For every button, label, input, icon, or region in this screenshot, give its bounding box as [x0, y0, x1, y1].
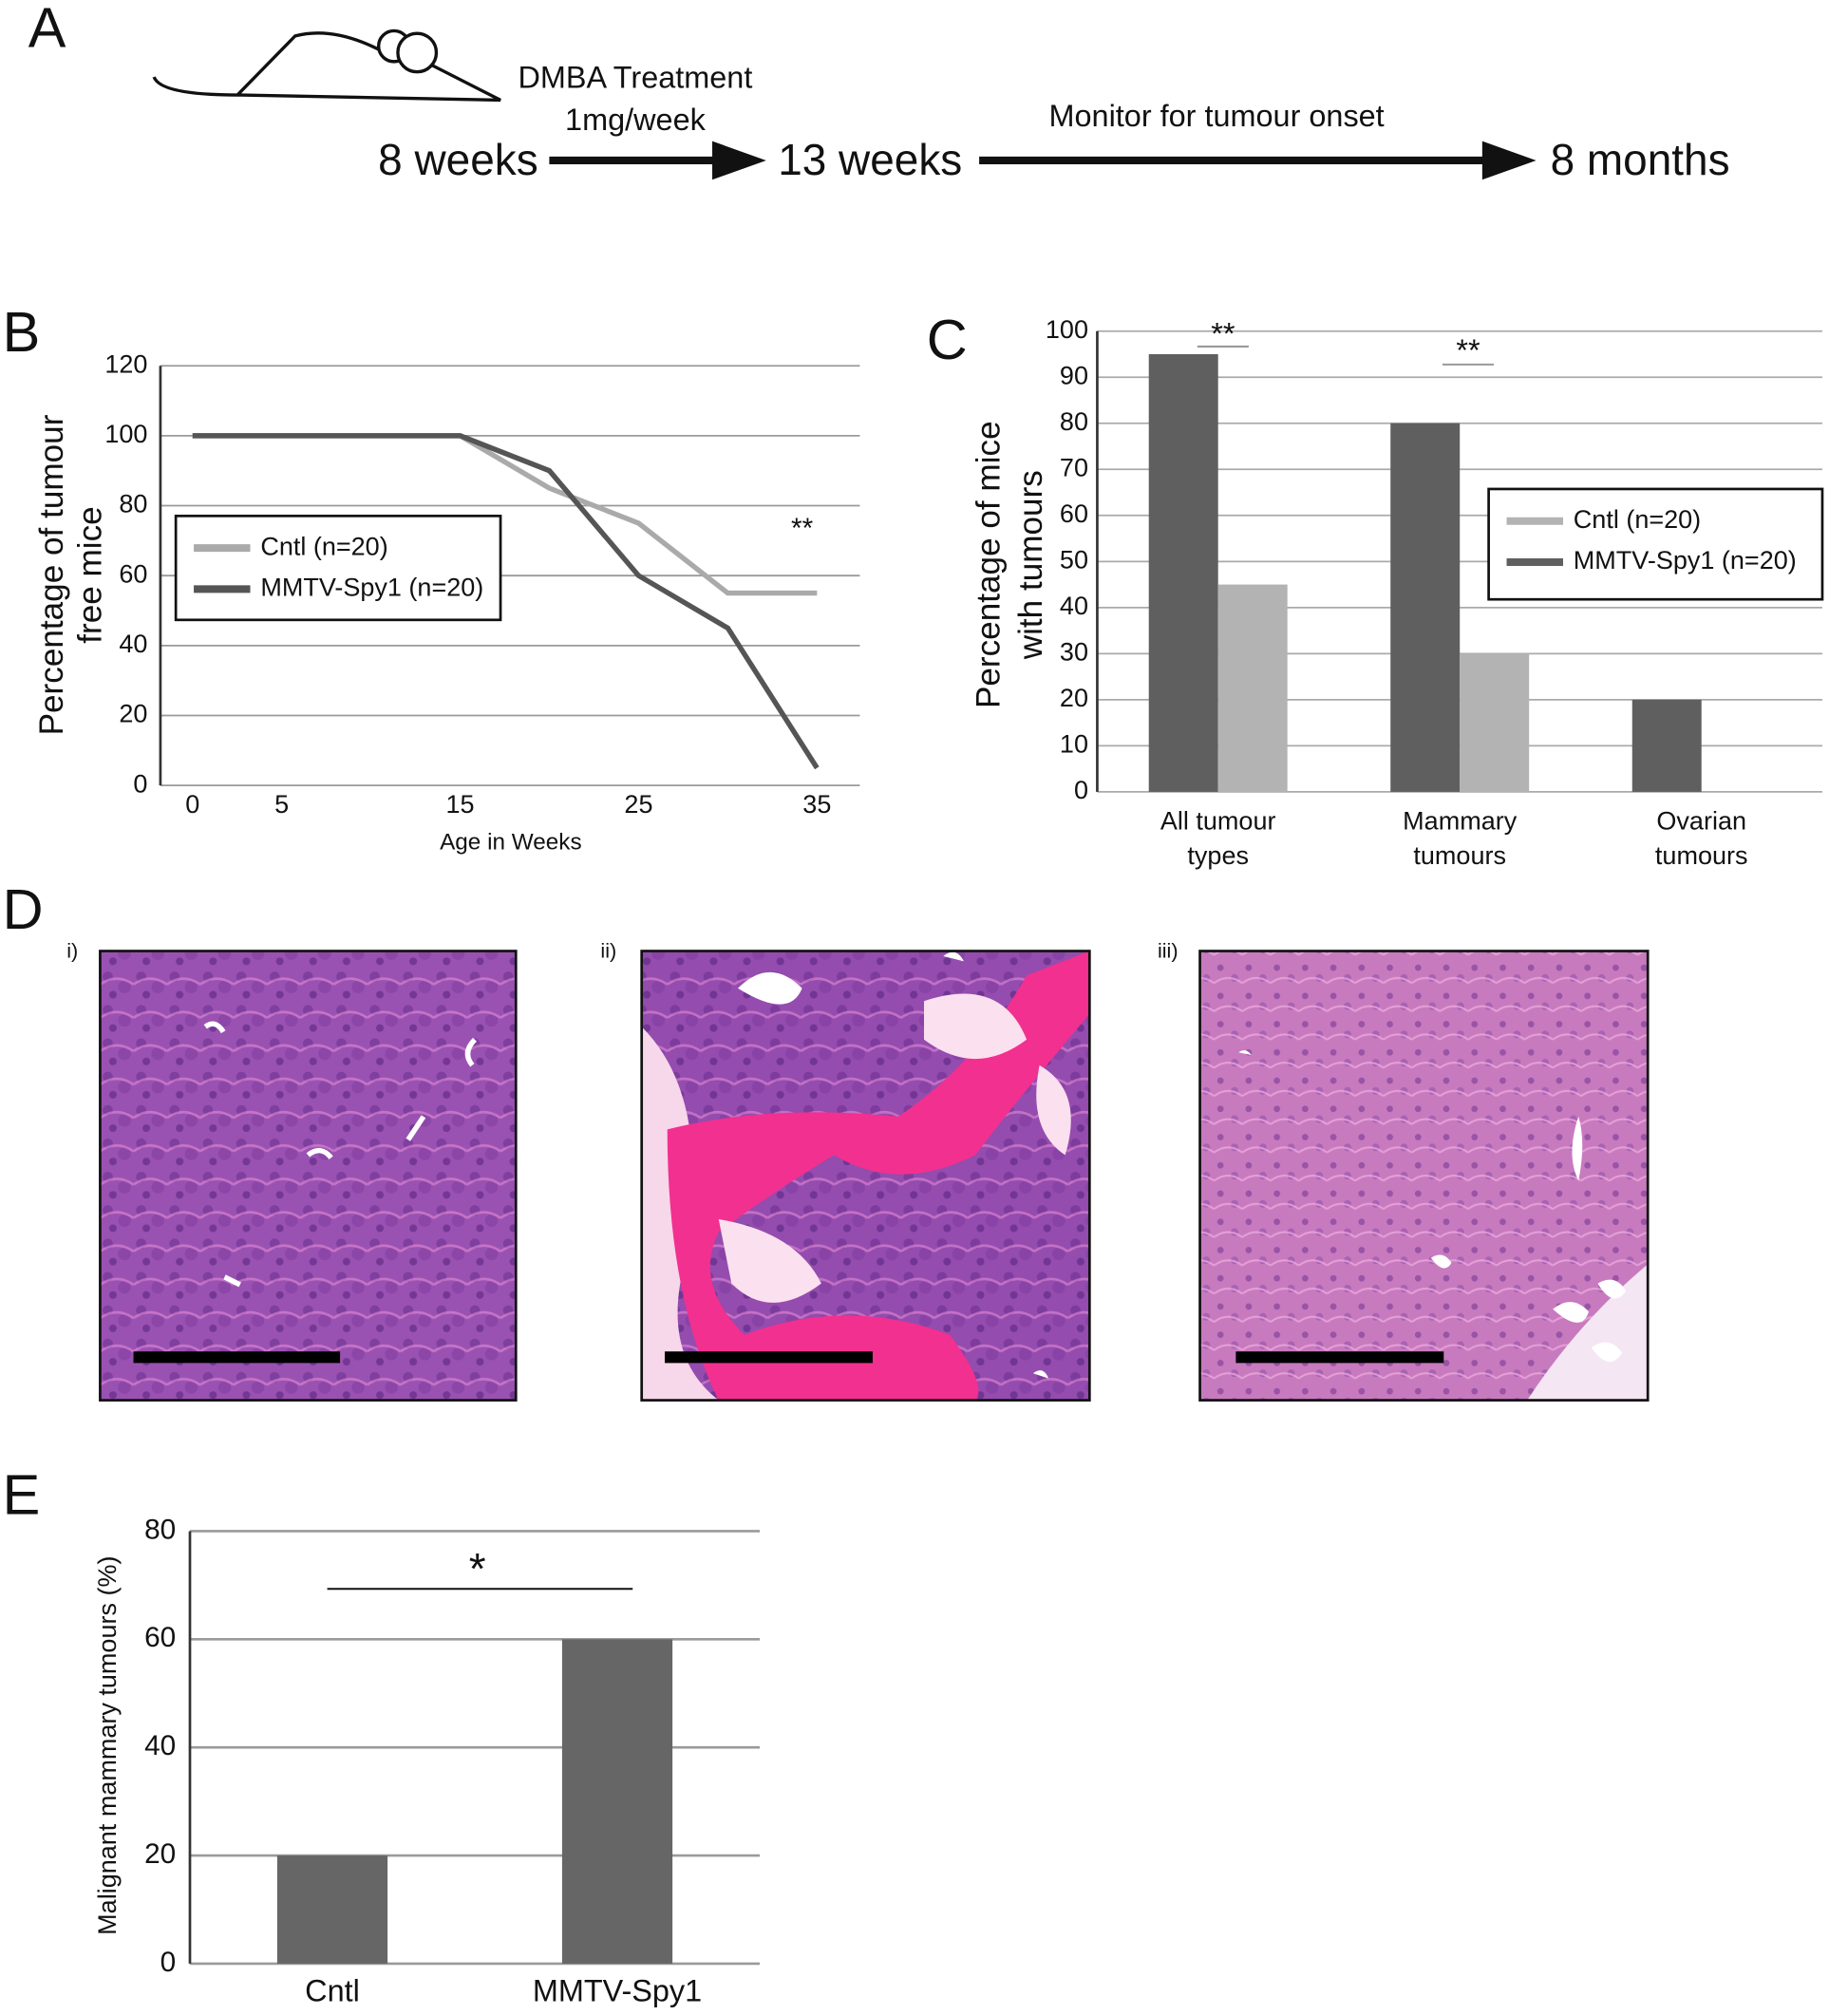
y-tick-label: 40 — [1060, 592, 1088, 620]
y-tick-label: 80 — [119, 490, 147, 518]
data-line — [192, 433, 820, 770]
legend-label: Cntl (n=20) — [260, 532, 387, 560]
timeline-text: 8 months — [1551, 135, 1730, 184]
mouse-icon — [152, 28, 501, 103]
x-tick-label: MMTV-Spy1 — [533, 1974, 702, 2008]
timeline-arrow — [549, 141, 1537, 180]
annotation: ** — [1211, 317, 1235, 351]
image-label: ii) — [600, 939, 616, 963]
y-tick-label: 100 — [1046, 315, 1088, 344]
x-tick-label: Mammary — [1403, 807, 1518, 836]
panel-label: C — [927, 308, 968, 371]
bar — [1390, 423, 1461, 792]
panel-label: E — [3, 1462, 41, 1526]
timeline-text: DMBA Treatment — [519, 60, 753, 94]
y-tick-label: 60 — [119, 559, 147, 588]
panel-label: B — [3, 300, 41, 364]
bar — [1460, 653, 1530, 792]
panel-label: D — [3, 877, 44, 941]
y-axis-label: Percentage of tumour — [33, 414, 70, 735]
legend-box — [1487, 487, 1824, 601]
y-tick-label: 100 — [104, 420, 147, 448]
x-tick-label: All tumour — [1160, 807, 1276, 836]
y-axis-label: Percentage of mice — [971, 421, 1008, 708]
legend-box — [174, 514, 502, 622]
x-tick-label: 35 — [802, 790, 831, 819]
y-tick-label: 0 — [1074, 776, 1088, 804]
annotation: * — [469, 1544, 486, 1593]
y-tick-label: 120 — [104, 349, 147, 378]
legend-label: MMTV-Spy1 (n=20) — [1574, 546, 1797, 574]
x-tick-label: tumours — [1655, 841, 1748, 870]
x-tick-label: Ovarian — [1656, 807, 1746, 836]
x-tick-label: 5 — [274, 790, 289, 819]
y-tick-label: 20 — [144, 1838, 176, 1870]
histology-image — [99, 950, 518, 1402]
histology-image — [1198, 950, 1650, 1402]
y-tick-label: 40 — [119, 630, 147, 658]
bar — [1217, 584, 1288, 792]
x-tick-label: types — [1187, 841, 1249, 870]
y-tick-label: 80 — [1060, 407, 1088, 436]
image-label: iii) — [1158, 939, 1179, 963]
image-label: i) — [66, 939, 78, 963]
timeline-text: 13 weeks — [778, 135, 962, 184]
x-tick-label: 25 — [624, 790, 652, 819]
y-tick-label: 70 — [1060, 453, 1088, 481]
histology-image — [640, 950, 1091, 1402]
y-tick-label: 60 — [1060, 499, 1088, 528]
panel-label: A — [28, 0, 66, 59]
x-tick-label: Cntl — [305, 1974, 360, 2008]
y-tick-label: 20 — [119, 700, 147, 728]
bar — [1148, 353, 1218, 792]
y-tick-label: 20 — [1060, 684, 1088, 712]
y-tick-label: 90 — [1060, 361, 1088, 389]
annotation: ** — [791, 513, 814, 544]
bar — [1631, 699, 1702, 792]
annotation: ** — [1456, 333, 1480, 367]
x-tick-label: 0 — [185, 790, 199, 819]
x-tick-label: tumours — [1413, 841, 1506, 870]
x-axis-label: Age in Weeks — [440, 829, 582, 855]
y-tick-label: 30 — [1060, 638, 1088, 667]
legend-label: Cntl (n=20) — [1574, 505, 1701, 534]
x-tick-label: 15 — [446, 790, 475, 819]
legend-label: MMTV-Spy1 (n=20) — [260, 574, 483, 602]
y-tick-label: 10 — [1060, 730, 1088, 759]
y-tick-label: 80 — [144, 1514, 176, 1545]
y-tick-label: 0 — [133, 769, 147, 798]
y-tick-label: 0 — [160, 1947, 177, 1978]
y-axis-label: Malignant mammary tumours (%) — [93, 1555, 122, 1934]
y-axis-label: with tumours — [1012, 470, 1049, 660]
bar — [276, 1855, 388, 1964]
bar — [561, 1639, 673, 1964]
y-tick-label: 60 — [144, 1622, 176, 1653]
timeline-text: 1mg/week — [565, 103, 707, 137]
y-tick-label: 40 — [144, 1730, 176, 1761]
timeline-text: Monitor for tumour onset — [1049, 99, 1385, 133]
timeline-text: 8 weeks — [378, 135, 538, 184]
y-axis-label: free mice — [72, 506, 109, 643]
y-tick-label: 50 — [1060, 545, 1088, 574]
